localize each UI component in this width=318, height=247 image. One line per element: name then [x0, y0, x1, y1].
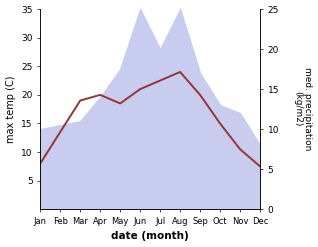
- X-axis label: date (month): date (month): [111, 231, 189, 242]
- Y-axis label: max temp (C): max temp (C): [5, 75, 16, 143]
- Y-axis label: med. precipitation
(kg/m2): med. precipitation (kg/m2): [293, 67, 313, 151]
